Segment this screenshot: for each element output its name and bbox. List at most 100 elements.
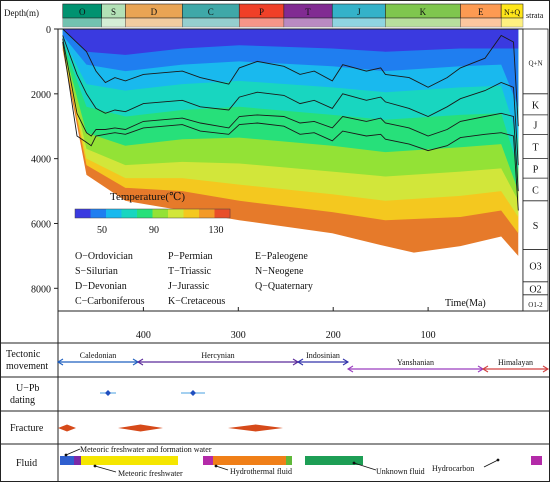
abbreviation-entry: K−Cretaceous	[168, 296, 225, 307]
fracture-event	[228, 424, 283, 432]
y-tick-label: 6000	[31, 219, 51, 230]
abbreviation-entry: E−Paleogene	[255, 251, 308, 262]
burial-curve	[62, 41, 519, 211]
fluid-annotation-arrowhead	[496, 458, 500, 462]
x-axis-ticks: 400 300 200 100	[136, 307, 436, 341]
abbreviation-entry: S−Silurian	[75, 266, 118, 277]
temperature-zones	[62, 29, 519, 256]
fluid-bar	[531, 456, 542, 465]
y-tick-label: 0	[46, 25, 51, 36]
fracture-track	[58, 424, 283, 432]
period-subcell	[101, 17, 126, 28]
colorbar-swatch	[214, 209, 231, 218]
burial-curves	[62, 28, 519, 211]
fluid-annotation-arrowhead	[352, 461, 356, 465]
tectonic-arrow-left	[56, 358, 64, 366]
abbreviation-entry: P−Permian	[168, 251, 213, 262]
colorbar-tick-label: 50	[97, 225, 107, 236]
tectonic-movement-track: Caledonian Hercynian Indosinian Yanshanian H…	[56, 351, 550, 373]
colorbar-swatch	[168, 209, 184, 218]
colorbar-swatch	[90, 209, 107, 218]
colorbar-swatch	[199, 209, 215, 218]
abbreviation-entry: O−Ordovician	[75, 251, 133, 262]
period-label: O	[79, 7, 86, 17]
strata-label: O1-2	[528, 301, 543, 309]
upb-dating-track	[100, 390, 205, 396]
fracture-label: Fracture	[10, 423, 44, 434]
x-tick-label: 400	[136, 330, 151, 341]
strata-label: S	[533, 221, 539, 232]
fluid-bar	[74, 456, 81, 465]
period-label: N+Q	[504, 8, 520, 17]
y-tick-label: 2000	[31, 90, 51, 101]
colorbar-swatch	[106, 209, 122, 218]
period-subcell	[385, 17, 461, 28]
tectonic-phase-label: Yanshanian	[397, 358, 434, 367]
fluid-bar	[60, 456, 74, 465]
fluid-annotation-arrowhead	[64, 453, 68, 457]
abbreviation-entry: J−Jurassic	[168, 281, 210, 292]
period-label: E	[478, 7, 484, 17]
tectonic-arrow-right	[542, 365, 550, 373]
period-subcell	[500, 17, 524, 28]
period-subcell	[125, 17, 183, 28]
fluid-annotation-arrow	[353, 462, 377, 471]
x-tick-label: 300	[231, 330, 246, 341]
fluid-annotation-arrow	[215, 465, 229, 471]
fluid-annotation: Hydrocarbon	[432, 464, 474, 473]
upb-label: U−Pb dating	[10, 383, 39, 406]
fluid-annotation-arrow	[65, 448, 81, 456]
fluid-annotation-arrow	[483, 459, 499, 468]
abbreviation-entry: C−Carboniferous	[75, 296, 145, 307]
strata-label: K	[532, 100, 540, 111]
y-tick-label: 4000	[31, 155, 51, 166]
period-abbreviation-legend: O−Ordovician P−Permian E−Paleogene S−Siluri…	[75, 251, 313, 307]
fluid-bar	[286, 456, 292, 465]
period-label: P	[259, 7, 264, 17]
y-axis-ticks: 0 2000 4000 6000 8000	[31, 25, 58, 295]
strata-label: C	[532, 185, 539, 196]
period-label: T	[305, 7, 311, 17]
strata-label: J	[534, 121, 538, 132]
colorbar-swatch	[137, 209, 153, 218]
colorbar-swatch	[183, 209, 200, 218]
burial-curve	[62, 28, 519, 127]
period-label: J	[357, 7, 361, 17]
abbreviation-entry: D−Devonian	[75, 281, 127, 292]
period-label: C	[208, 7, 214, 17]
tectonic-phase-label: Indosinian	[306, 351, 340, 360]
period-subcell	[460, 17, 502, 28]
burial-curve	[62, 38, 519, 192]
fluid-annotation-arrow	[94, 465, 117, 473]
strata-label: T	[532, 143, 538, 154]
fluid-annotation: Meteoric freshwater and formation water	[80, 445, 212, 454]
upb-point	[190, 390, 196, 396]
colorbar-swatch	[121, 209, 138, 218]
colorbar-tick-label: 90	[149, 225, 159, 236]
fluid-track: Meteoric freshwater and formation water M…	[60, 445, 542, 478]
abbreviation-entry: Q−Quaternary	[255, 281, 313, 292]
period-label: K	[420, 7, 427, 17]
fluid-label: Fluid	[16, 458, 37, 469]
temperature-colorbar: 50 90 130	[74, 208, 231, 236]
strata-header: strata	[526, 11, 544, 20]
tectonic-arrow-left	[481, 365, 489, 373]
x-tick-label: 200	[326, 330, 341, 341]
tectonic-phase-label: Hercynian	[201, 351, 234, 360]
strata-label: Q+N	[528, 59, 542, 67]
fracture-event	[58, 424, 76, 432]
period-subcell	[62, 17, 102, 28]
strata-box	[522, 28, 549, 312]
fluid-bar	[213, 456, 286, 465]
fluid-annotation: Meteoric freshwater	[118, 469, 183, 478]
y-axis-label: Depth(m)	[4, 8, 39, 18]
x-axis-label: Time(Ma)	[445, 298, 486, 309]
period-header: O S D C P T J K E N+Q	[62, 3, 524, 28]
strata-label: P	[533, 164, 539, 175]
period-subcell	[239, 17, 285, 28]
fluid-annotation-arrowhead	[93, 464, 97, 468]
tectonic-phase-label: Himalayan	[498, 358, 533, 367]
fluid-bar	[203, 456, 213, 465]
upb-point	[105, 390, 111, 396]
